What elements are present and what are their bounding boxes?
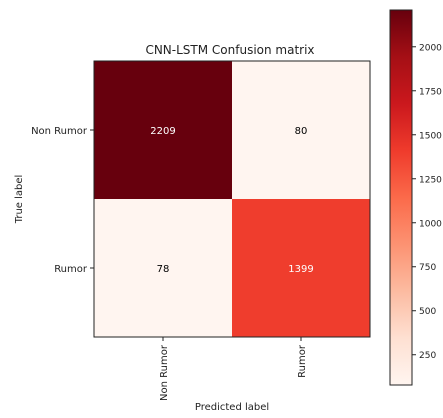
colorbar-tick-label: 1750 — [419, 87, 442, 97]
matrix-cell — [94, 61, 232, 199]
cell-value-label: 2209 — [150, 126, 175, 137]
colorbar-ticks: 250 500 750 1000 1250 1500 1750 2000 — [412, 43, 442, 361]
x-tick-label: Non Rumor — [159, 344, 170, 401]
y-tick-labels: Non Rumor Rumor — [31, 126, 94, 275]
cell-value-label: 78 — [157, 264, 170, 275]
x-tick-label: Rumor — [297, 344, 308, 378]
chart-title: CNN-LSTM Confusion matrix — [145, 43, 314, 57]
y-tick-label: Non Rumor — [31, 126, 88, 137]
plot-frame — [93, 60, 371, 338]
cell-value-label: 80 — [295, 126, 308, 137]
matrix-cell — [232, 61, 370, 199]
colorbar-tick-label: 1500 — [419, 131, 442, 141]
matrix-cell — [94, 199, 232, 337]
y-axis-label: True label — [14, 175, 25, 225]
y-tick-label: Rumor — [54, 264, 88, 275]
matrix-cells: 2209 80 78 1399 — [94, 61, 370, 337]
colorbar-tick-label: 250 — [419, 351, 436, 361]
colorbar-tick-label: 1250 — [419, 175, 442, 185]
x-axis-label: Predicted label — [195, 402, 269, 413]
colorbar-tick-label: 750 — [419, 263, 436, 273]
x-tick-labels: Non Rumor Rumor — [159, 337, 308, 401]
matrix-cell — [232, 199, 370, 337]
colorbar-tick-label: 2000 — [419, 43, 442, 53]
colorbar-tick-label: 1000 — [419, 219, 442, 229]
colorbar-tick-label: 500 — [419, 307, 436, 317]
cell-value-label: 1399 — [288, 264, 313, 275]
colorbar — [389, 9, 413, 386]
